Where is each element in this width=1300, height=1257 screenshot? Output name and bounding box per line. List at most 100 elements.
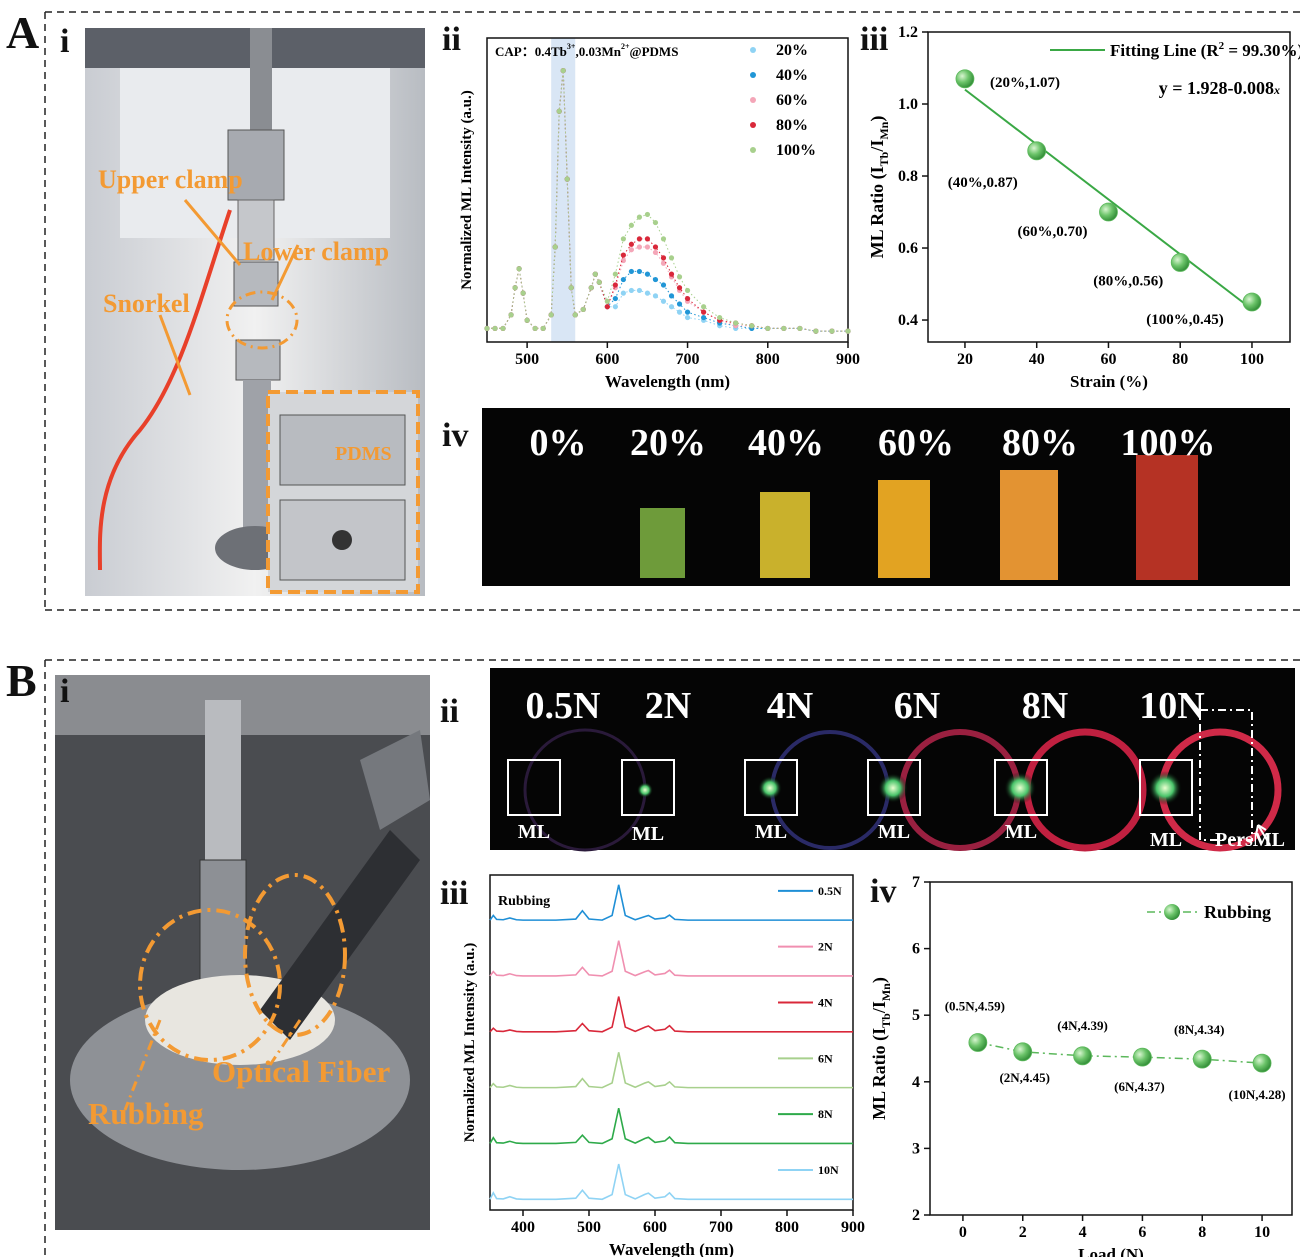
photo-label: Optical Fiber: [212, 1054, 390, 1089]
label-part: x: [1273, 83, 1280, 97]
data-point: [685, 310, 690, 315]
data-point: [593, 272, 598, 277]
point-label: (0.5N,4.59): [945, 999, 1005, 1014]
fit-equation: y = 1.928-0.008x: [1159, 78, 1280, 98]
data-point: [797, 326, 802, 331]
y-axis-label: Normalized ML Intensity (a.u.): [459, 90, 475, 290]
point-label: (4N,4.39): [1057, 1018, 1108, 1033]
data-point: [492, 326, 497, 331]
data-point: [629, 247, 634, 252]
strip-label: 100%: [1121, 422, 1216, 464]
x-tick-label: 600: [643, 1219, 667, 1236]
label-part: @PDMS: [630, 44, 679, 59]
label-part: = 99.30%): [1224, 41, 1300, 60]
photo-label: PDMS: [335, 443, 392, 465]
data-point: [621, 258, 626, 263]
data-point: [733, 320, 738, 325]
legend-label: 40%: [776, 67, 808, 84]
data-point: [645, 212, 650, 217]
photo-label: Upper clamp: [98, 165, 243, 194]
data-point: [661, 255, 666, 260]
point-label: (40%,0.87): [948, 175, 1018, 191]
x-tick-label: 100: [1240, 351, 1264, 368]
data-point: [685, 296, 690, 301]
data-point: [629, 288, 634, 293]
point-label: (10N,4.28): [1229, 1087, 1286, 1102]
data-point: [669, 293, 674, 298]
x-axis-label: Strain (%): [1070, 372, 1148, 391]
data-point: [500, 326, 505, 331]
label-part: CAP：0.4Tb: [495, 44, 567, 59]
legend-label: 4N: [818, 996, 833, 1010]
strip-label: 8N: [1022, 685, 1068, 727]
data-point: [533, 326, 538, 331]
x-tick-label: 4: [1079, 1224, 1087, 1241]
point-label: (6N,4.37): [1114, 1079, 1165, 1094]
point-label: (8N,4.34): [1174, 1022, 1225, 1037]
label-part: ): [869, 977, 890, 983]
y-tick-label: 3: [912, 1140, 920, 1157]
page: {"panel_labels":["A","B"], "subpanel_lab…: [0, 0, 1300, 1257]
data-point: [956, 70, 974, 88]
data-point: [677, 285, 682, 290]
subpanel-label: iv: [442, 417, 468, 454]
label-part: ML Ratio (I: [869, 1028, 890, 1120]
data-point: [1099, 203, 1117, 221]
y-tick-label: 5: [912, 1007, 920, 1024]
x-tick-label: 40: [1029, 351, 1045, 368]
y-axis-label: ML Ratio (ITb/IMn): [869, 977, 893, 1120]
y-tick-label: 4: [912, 1074, 920, 1091]
data-point: [685, 288, 690, 293]
subpanel-label: i: [60, 673, 69, 710]
data-point: [701, 310, 706, 315]
data-point: [653, 293, 658, 298]
data-point: [765, 326, 770, 331]
label-part: Tb: [879, 1013, 893, 1028]
label-part: /I: [867, 140, 887, 153]
data-point: [557, 109, 562, 114]
series-trace: [487, 71, 848, 332]
data-point: [669, 304, 674, 309]
point-label: (100%,0.45): [1146, 312, 1224, 328]
strip-label: 40%: [748, 422, 824, 464]
x-tick-label: 400: [511, 1219, 535, 1236]
point-label: (80%,0.56): [1093, 273, 1163, 289]
legend-label: 10N: [818, 1163, 839, 1177]
label-part: Fitting Line (R: [1110, 41, 1219, 60]
photo-rubbing: Optical Fiber Rubbing: [55, 675, 430, 1230]
series-trace: [487, 71, 848, 332]
legend-marker: [750, 72, 756, 78]
legend-label: 100%: [776, 142, 816, 159]
label-part: Mn: [879, 983, 893, 1001]
data-point: [1193, 1050, 1211, 1068]
data-point: [661, 261, 666, 266]
data-point: [677, 301, 682, 306]
x-tick-label: 2: [1019, 1224, 1027, 1241]
x-axis-label: Wavelength (nm): [605, 372, 730, 391]
data-point: [653, 220, 658, 225]
data-point: [677, 310, 682, 315]
strip-label: 80%: [1002, 422, 1078, 464]
data-point: [553, 244, 558, 249]
point-label: (20%,1.07): [990, 75, 1060, 91]
subpanel-label: iii: [860, 21, 888, 58]
strip-label: 0.5N: [526, 685, 601, 727]
x-tick-label: 800: [775, 1219, 799, 1236]
photo-label: Snorkel: [103, 289, 190, 318]
x-axis-label: Wavelength (nm): [609, 1240, 734, 1257]
data-point: [573, 312, 578, 317]
y-tick-label: 0.8: [898, 168, 918, 185]
image-load-strip: 0.5N 2N 4N 6N 8N 10N ML ML ML ML ML ML P…: [490, 668, 1295, 851]
y-tick-label: 0.4: [898, 312, 918, 329]
data-point: [589, 285, 594, 290]
data-point: [661, 299, 666, 304]
y-axis-label: Normalized ML Intensity (a.u.): [462, 943, 478, 1143]
data-point: [1028, 142, 1046, 160]
y-tick-label: 7: [912, 874, 920, 891]
data-point: [621, 291, 626, 296]
region-label: ML: [878, 821, 910, 843]
data-point: [629, 269, 634, 274]
region-label: ML: [632, 823, 664, 845]
data-point: [637, 269, 642, 274]
